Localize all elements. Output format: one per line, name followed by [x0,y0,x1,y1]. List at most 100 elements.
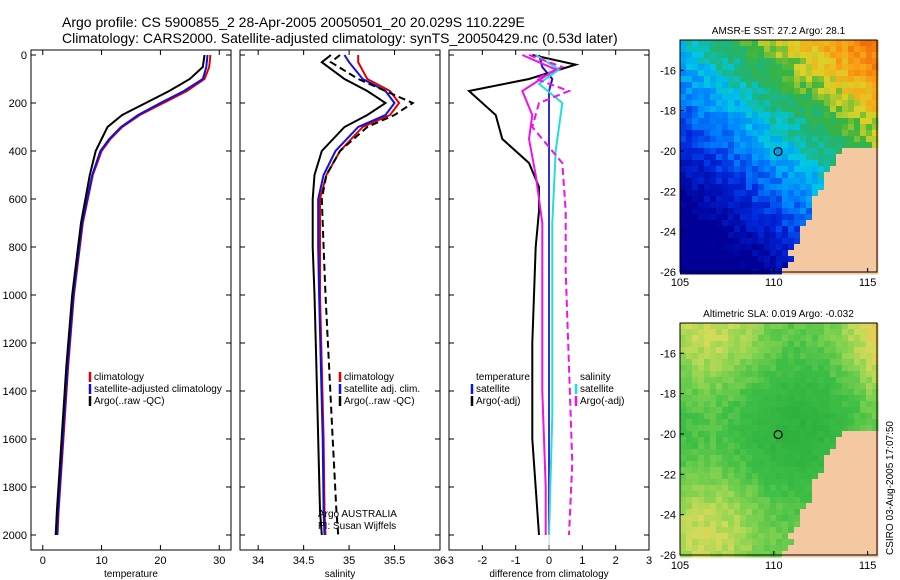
ocean-cell [824,443,831,450]
ocean-cell [716,64,723,71]
ocean-cell [854,407,861,414]
ocean-cell [794,94,801,101]
ocean-cell [692,347,699,354]
ocean-cell [728,491,735,498]
ocean-cell [812,136,819,143]
ocean-cell [704,76,711,83]
land-cell [842,232,849,239]
land-cell [830,238,837,245]
ocean-cell [704,341,711,348]
ocean-cell [716,178,723,185]
land-cell [866,184,873,191]
ocean-cell [734,503,741,510]
ocean-cell [806,124,813,131]
ocean-cell [746,166,753,173]
ocean-cell [806,461,813,468]
land-cell [842,461,849,468]
ocean-cell [686,64,693,71]
ocean-cell [854,401,861,408]
ocean-cell [710,238,717,245]
land-cell [818,515,825,522]
ocean-cell [782,443,789,450]
ocean-cell [782,353,789,360]
ocean-cell [860,365,867,372]
ocean-cell [854,94,861,101]
ocean-cell [848,413,855,420]
ocean-cell [728,220,735,227]
ocean-cell [776,82,783,89]
ocean-cell [722,148,729,155]
ocean-cell [794,401,801,408]
ocean-cell [680,136,687,143]
ocean-cell [686,413,693,420]
land-cell [848,190,855,197]
ocean-cell [806,485,813,492]
ocean-cell [710,467,717,474]
ocean-cell [824,82,831,89]
ocean-cell [740,407,747,414]
ocean-cell [788,497,795,504]
ocean-cell [752,365,759,372]
ocean-cell [794,515,801,522]
ocean-cell [704,461,711,468]
ocean-cell [752,208,759,215]
ocean-cell [686,202,693,209]
ocean-cell [818,106,825,113]
ocean-cell [770,437,777,444]
land-cell [842,521,849,528]
ocean-cell [776,503,783,510]
ocean-cell [806,94,813,101]
ocean-cell [782,130,789,137]
ocean-cell [746,238,753,245]
ocean-cell [680,341,687,348]
ocean-cell [716,491,723,498]
ocean-cell [770,443,777,450]
land-cell [818,256,825,263]
ocean-cell [692,419,699,426]
land-cell [842,479,849,486]
ocean-cell [734,118,741,125]
ocean-cell [716,449,723,456]
legend-entry: salinity [580,372,611,383]
land-cell [842,515,849,522]
ocean-cell [800,136,807,143]
ocean-cell [698,154,705,161]
ocean-cell [698,479,705,486]
land-cell [824,172,831,179]
ocean-cell [812,52,819,59]
ocean-cell [716,485,723,492]
ocean-cell [842,118,849,125]
land-cell [860,443,867,450]
ocean-cell [680,130,687,137]
ocean-cell [686,184,693,191]
ocean-cell [710,395,717,402]
ocean-cell [758,395,765,402]
land-cell [854,250,861,257]
ocean-cell [734,244,741,251]
ocean-cell [812,166,819,173]
land-cell [836,172,843,179]
ocean-cell [722,166,729,173]
ocean-cell [680,467,687,474]
land-cell [806,244,813,251]
ocean-cell [764,371,771,378]
ocean-cell [692,112,699,119]
ocean-cell [872,52,879,59]
ocean-cell [782,359,789,366]
ocean-cell [824,425,831,432]
land-cell [836,455,843,462]
ocean-cell [704,323,711,330]
land-cell [830,551,837,558]
ocean-cell [680,244,687,251]
ocean-cell [794,323,801,330]
ocean-cell [758,214,765,221]
ocean-cell [764,178,771,185]
ocean-cell [788,154,795,161]
ocean-cell [848,142,855,149]
ocean-cell [728,76,735,83]
ocean-cell [776,545,783,552]
ocean-cell [716,160,723,167]
ocean-cell [788,407,795,414]
ocean-cell [704,509,711,516]
ocean-cell [806,172,813,179]
